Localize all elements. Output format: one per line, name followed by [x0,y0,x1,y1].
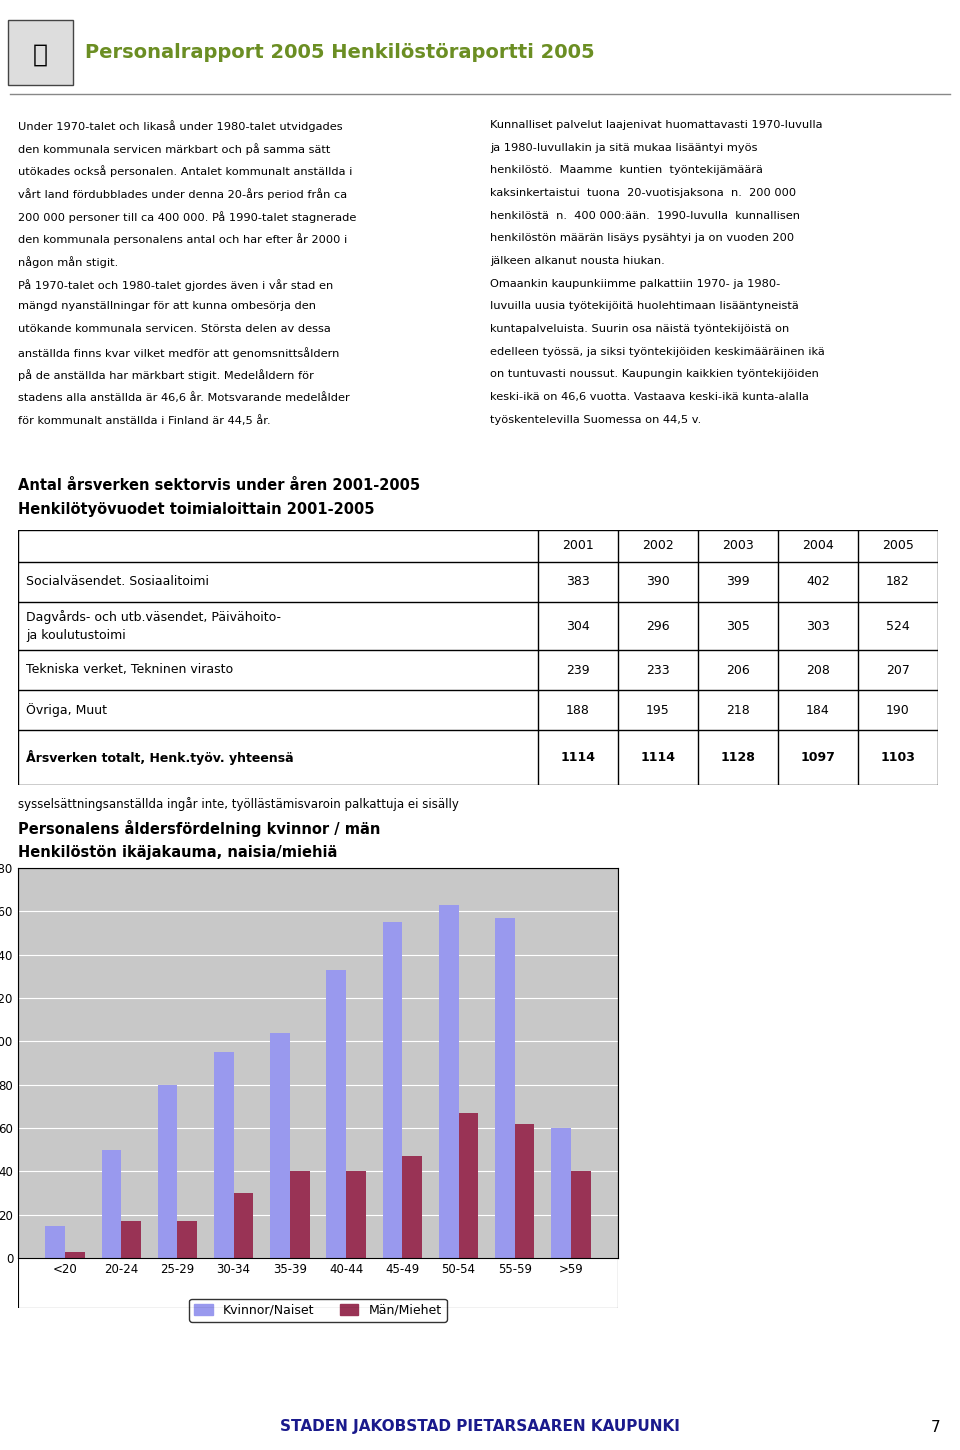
Text: 239: 239 [566,664,589,677]
Bar [495,918,515,1259]
Text: 182: 182 [886,576,910,589]
Text: utökades också personalen. Antalet kommunalt anställda i: utökades också personalen. Antalet kommu… [18,165,352,177]
Text: 🦁: 🦁 [33,44,47,67]
Text: Personalens åldersfördelning kvinnor / män: Personalens åldersfördelning kvinnor / m… [18,821,380,837]
Text: 206: 206 [726,664,750,677]
Text: 200 000 personer till ca 400 000. På 1990-talet stagnerade: 200 000 personer till ca 400 000. På 199… [18,210,356,222]
Text: utökande kommunala servicen. Största delen av dessa: utökande kommunala servicen. Största del… [18,323,331,334]
Text: 190: 190 [886,703,910,716]
Bar [459,1112,478,1259]
Legend: Kvinnor/Naiset, Män/Miehet: Kvinnor/Naiset, Män/Miehet [189,1299,446,1322]
Text: på de anställda har märkbart stigit. Medelåldern för: på de anställda har märkbart stigit. Med… [18,370,314,381]
Text: 2003: 2003 [722,539,754,552]
Text: 7: 7 [930,1420,940,1434]
Text: Socialväsendet. Sosiaalitoimi: Socialväsendet. Sosiaalitoimi [26,576,209,589]
Bar [121,1221,141,1259]
Text: Övriga, Muut: Övriga, Muut [26,703,107,716]
Bar [326,970,347,1259]
Text: ja koulutustoimi: ja koulutustoimi [26,628,126,641]
Bar [45,1225,65,1259]
Text: 208: 208 [806,664,830,677]
Text: 2005: 2005 [882,539,914,552]
Text: 296: 296 [646,619,670,632]
Text: Antal årsverken sektorvis under åren 2001-2005: Antal årsverken sektorvis under åren 200… [18,477,420,493]
Text: 304: 304 [566,619,589,632]
Text: 1103: 1103 [880,751,916,764]
Text: Kunnalliset palvelut laajenivat huomattavasti 1970-luvulla: Kunnalliset palvelut laajenivat huomatta… [490,120,823,130]
Text: Omaankin kaupunkiimme palkattiin 1970- ja 1980-: Omaankin kaupunkiimme palkattiin 1970- j… [490,278,780,289]
Text: henkilöstä  n.  400 000:ään.  1990-luvulla  kunnallisen: henkilöstä n. 400 000:ään. 1990-luvulla … [490,210,800,220]
Bar [214,1053,233,1259]
Bar [65,1251,84,1259]
Text: henkilöstön määrän lisäys pysähtyi ja on vuoden 200: henkilöstön määrän lisäys pysähtyi ja on… [490,233,794,244]
Text: vårt land fördubblades under denna 20-års period från ca: vårt land fördubblades under denna 20-år… [18,188,348,200]
Text: någon mån stigit.: någon mån stigit. [18,257,118,268]
Text: mängd nyanställningar för att kunna ombesörja den: mängd nyanställningar för att kunna ombe… [18,302,316,312]
Text: 402: 402 [806,576,829,589]
Text: ja 1980-luvullakin ja sitä mukaa lisääntyi myös: ja 1980-luvullakin ja sitä mukaa lisäänt… [490,142,757,152]
Bar [571,1172,590,1259]
Text: kuntapalveluista. Suurin osa näistä työntekijöistä on: kuntapalveluista. Suurin osa näistä työn… [490,323,789,334]
Text: edelleen työssä, ja siksi työntekijöiden keskimääräinen ikä: edelleen työssä, ja siksi työntekijöiden… [490,347,825,357]
Text: on tuntuvasti noussut. Kaupungin kaikkien työntekijöiden: on tuntuvasti noussut. Kaupungin kaikkie… [490,370,819,380]
Text: luvuilla uusia työtekijöitä huolehtimaan lisääntyneistä: luvuilla uusia työtekijöitä huolehtimaan… [490,302,799,312]
Text: stadens alla anställda är 46,6 år. Motsvarande medelålder: stadens alla anställda är 46,6 år. Motsv… [18,392,349,403]
Bar [551,1128,571,1259]
Bar [102,1150,121,1259]
Text: jälkeen alkanut nousta hiukan.: jälkeen alkanut nousta hiukan. [490,257,664,265]
Bar [383,922,402,1259]
Text: 2001: 2001 [563,539,594,552]
Text: 184: 184 [806,703,829,716]
Bar [8,20,73,86]
Text: 233: 233 [646,664,670,677]
Text: henkilöstö.  Maamme  kuntien  työntekijämäärä: henkilöstö. Maamme kuntien työntekijämää… [490,165,763,175]
Text: 303: 303 [806,619,829,632]
Text: 188: 188 [566,703,590,716]
Text: 524: 524 [886,619,910,632]
Text: den kommunala servicen märkbart och på samma sätt: den kommunala servicen märkbart och på s… [18,142,330,155]
Bar [439,905,459,1259]
Text: 2004: 2004 [803,539,834,552]
Text: 1114: 1114 [561,751,595,764]
Text: den kommunala personalens antal och har efter år 2000 i: den kommunala personalens antal och har … [18,233,348,245]
Text: 195: 195 [646,703,670,716]
Bar [347,1172,366,1259]
Bar [157,1085,178,1259]
Text: 1128: 1128 [721,751,756,764]
Text: sysselsättningsanställda ingår inte, työllästämisvaroin palkattuja ei sisälly: sysselsättningsanställda ingår inte, työ… [18,798,459,811]
Bar [402,1156,422,1259]
Text: STADEN JAKOBSTAD PIETARSAAREN KAUPUNKI: STADEN JAKOBSTAD PIETARSAAREN KAUPUNKI [280,1420,680,1434]
Text: kaksinkertaistui  tuona  20-vuotisjaksona  n.  200 000: kaksinkertaistui tuona 20-vuotisjaksona … [490,188,796,199]
Text: anställda finns kvar vilket medför att genomsnittsåldern: anställda finns kvar vilket medför att g… [18,347,340,358]
Text: Under 1970-talet och likaså under 1980-talet utvidgades: Under 1970-talet och likaså under 1980-t… [18,120,343,132]
Text: 1097: 1097 [801,751,835,764]
Text: för kommunalt anställda i Finland är 44,5 år.: för kommunalt anställda i Finland är 44,… [18,415,271,425]
Text: 207: 207 [886,664,910,677]
Bar [290,1172,309,1259]
Text: 2002: 2002 [642,539,674,552]
Bar [233,1193,253,1259]
Text: 390: 390 [646,576,670,589]
Text: 1114: 1114 [640,751,676,764]
Text: 305: 305 [726,619,750,632]
Text: Henkilöstön ikäjakauma, naisia/miehiä: Henkilöstön ikäjakauma, naisia/miehiä [18,845,337,860]
Text: työskentelevilla Suomessa on 44,5 v.: työskentelevilla Suomessa on 44,5 v. [490,415,701,425]
Bar [270,1032,290,1259]
Text: 399: 399 [726,576,750,589]
Text: På 1970-talet och 1980-talet gjordes även i vår stad en: På 1970-talet och 1980-talet gjordes äve… [18,278,333,290]
Text: Personalrapport 2005 Henkilöstöraportti 2005: Personalrapport 2005 Henkilöstöraportti … [85,42,594,61]
Bar [178,1221,197,1259]
Bar [515,1124,535,1259]
Text: 383: 383 [566,576,589,589]
Text: keski-ikä on 46,6 vuotta. Vastaava keski-ikä kunta-alalla: keski-ikä on 46,6 vuotta. Vastaava keski… [490,392,809,402]
Text: Tekniska verket, Tekninen virasto: Tekniska verket, Tekninen virasto [26,664,233,677]
Text: Årsverken totalt, Henk.työv. yhteensä: Årsverken totalt, Henk.työv. yhteensä [26,750,294,766]
Text: Henkilötyövuodet toimialoittain 2001-2005: Henkilötyövuodet toimialoittain 2001-200… [18,503,374,518]
Text: Dagvårds- och utb.väsendet, Päivähoito-: Dagvårds- och utb.väsendet, Päivähoito- [26,610,281,624]
Text: 218: 218 [726,703,750,716]
